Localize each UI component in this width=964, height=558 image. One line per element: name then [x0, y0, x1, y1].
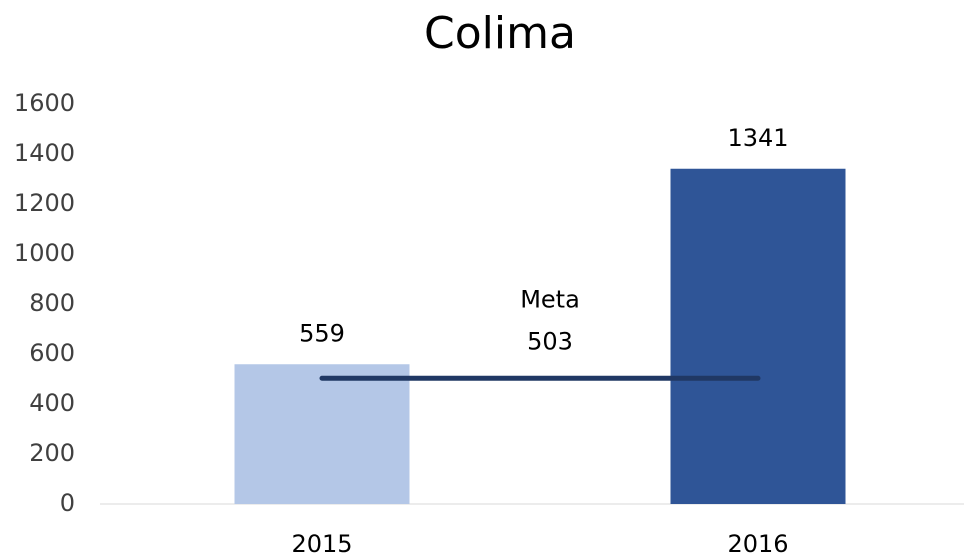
y-tick-label: 0: [60, 489, 75, 517]
bar: [670, 168, 846, 504]
y-tick-label: 1000: [14, 239, 75, 267]
x-tick-label: 2015: [291, 530, 352, 558]
y-tick-label: 1400: [14, 139, 75, 167]
value-label: 559: [299, 319, 345, 347]
target-value: 503: [527, 327, 573, 355]
y-tick-label: 800: [29, 289, 75, 317]
x-tick-label: 2016: [727, 530, 788, 558]
y-tick-label: 600: [29, 339, 75, 367]
target-name: Meta: [520, 285, 580, 313]
chart-title: Colima: [424, 8, 576, 59]
y-tick-label: 1200: [14, 189, 75, 217]
y-tick-label: 200: [29, 439, 75, 467]
bar: [234, 364, 410, 504]
y-tick-label: 400: [29, 389, 75, 417]
value-label: 1341: [727, 124, 788, 152]
y-tick-label: 1600: [14, 89, 75, 117]
